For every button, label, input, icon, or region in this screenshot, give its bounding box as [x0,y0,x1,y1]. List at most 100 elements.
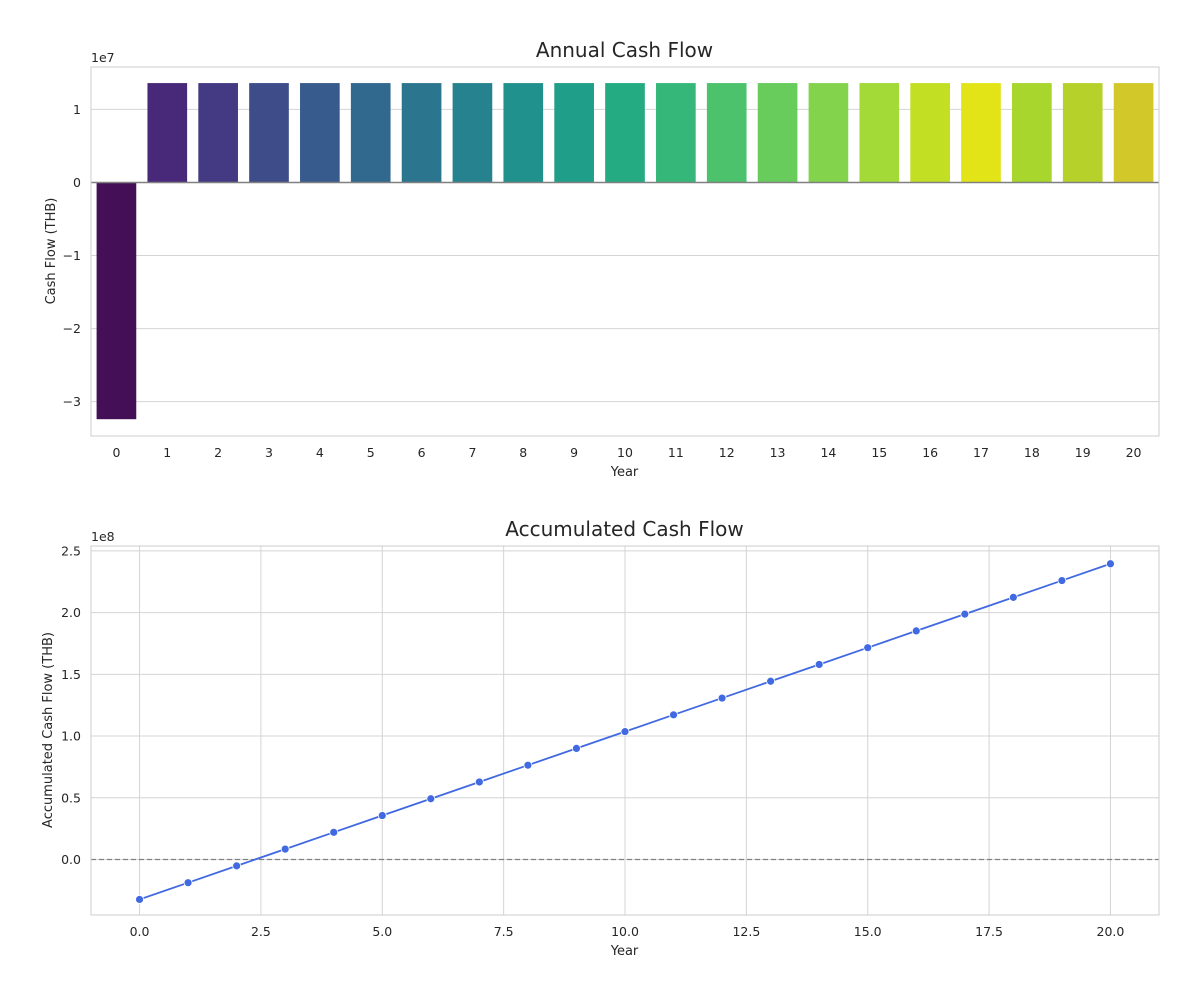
bar [249,83,289,183]
y-tick-labels: −3 −2 −1 0 1 [63,102,81,409]
bar [554,83,594,183]
x-tick-label: 5 [367,445,375,460]
data-point [135,895,144,904]
x-tick-label: 15 [871,445,887,460]
x-tick-label: 6 [418,445,426,460]
bar [706,83,747,183]
y-tick-labels: 0.0 0.5 1.0 1.5 2.0 2.5 [61,543,81,867]
bar [198,83,238,183]
bar [656,83,696,183]
data-point [280,844,290,854]
bar [147,83,188,183]
bar [300,83,340,183]
y-tick-label: 2.5 [61,543,81,558]
plot-frame [90,545,1160,916]
y-tick-label: 0.0 [61,852,81,867]
y-axis-label: Cash Flow (THB) [44,198,59,305]
bar [808,83,849,183]
x-tick-label: 5.0 [372,924,392,939]
x-tick-label: 9 [570,445,578,460]
x-tick-label: 14 [820,445,836,460]
x-tick-label: 17 [973,445,989,460]
data-point [183,878,193,888]
x-tick-label: 20 [1126,445,1142,460]
bar [910,83,950,183]
y-offset-label: 1e7 [91,50,115,65]
x-tick-label: 1 [163,445,171,460]
data-point [960,609,970,619]
data-point [232,861,242,871]
y-tick-label: 0 [73,175,81,190]
y-axis-label: Accumulated Cash Flow (THB) [41,632,56,828]
x-tick-label: 11 [668,445,684,460]
bar [605,83,645,183]
y-tick-label: −2 [63,321,81,336]
x-tick-label: 19 [1075,445,1091,460]
data-point [329,827,339,837]
accumulated-cash-flow-chart: Accumulated Cash Flow 1e8 0.0 0.5 1.0 1.5 2.… [41,517,1160,959]
bars [96,83,1154,420]
bar [1062,83,1103,183]
bar [757,83,798,183]
y-tick-label: −3 [63,394,81,409]
x-tick-label: 10 [617,445,633,460]
x-tick-label: 4 [316,445,324,460]
chart-title: Accumulated Cash Flow [505,517,744,541]
x-tick-label: 3 [265,445,273,460]
x-tick-label: 12 [719,445,735,460]
bar [1012,83,1052,183]
data-point [572,743,581,753]
bar [401,83,442,183]
x-tick-label: 7 [468,445,476,460]
data-point [766,676,776,686]
bar [350,83,391,183]
x-tick-label: 2.5 [251,924,271,939]
x-axis-label: Year [610,465,639,480]
bar [859,83,900,183]
data-point [1057,576,1067,585]
y-offset-label: 1e8 [91,529,115,544]
bar [503,83,544,183]
data-point [669,710,678,720]
y-tick-label: 0.5 [61,790,81,805]
data-point [911,626,921,636]
plot-frame [90,66,1160,437]
y-tick-label: 1 [73,102,81,117]
x-tick-label: 13 [770,445,786,460]
bar [1113,83,1154,183]
chart-title: Annual Cash Flow [536,38,713,62]
y-tick-label: 1.0 [61,729,81,744]
data-point [620,727,630,737]
x-tick-label: 10.0 [611,924,639,939]
data-point [863,643,873,653]
x-tick-label: 12.5 [732,924,760,939]
bar [452,83,493,183]
x-tick-label: 15.0 [854,924,882,939]
data-point [717,693,727,703]
bar [961,83,1001,183]
bar [96,182,137,420]
x-tick-label: 8 [519,445,527,460]
data-point [1008,592,1018,602]
x-tick-label: 17.5 [975,924,1003,939]
y-tick-label: 1.5 [61,667,81,682]
data-point [426,794,436,804]
data-point [814,660,824,669]
x-tick-label: 20.0 [1097,924,1125,939]
x-tick-label: 0.0 [130,924,150,939]
y-tick-label: 2.0 [61,605,81,620]
gridlines [91,546,1159,915]
x-tick-label: 2 [214,445,222,460]
x-tick-labels: 0.0 2.5 5.0 7.5 10.0 12.5 15.0 17.5 20.0 [130,924,1125,939]
y-tick-label: −1 [63,248,81,263]
data-point [474,777,484,787]
x-tick-label: 0 [112,445,120,460]
x-tick-label: 16 [922,445,938,460]
x-tick-labels: 0 1 2 3 4 5 6 7 8 9 10 11 12 13 14 15 16 17 18 19 20 [112,445,1141,460]
data-point [377,811,387,820]
data-point [1106,559,1115,569]
data-point [523,760,533,770]
x-axis-label: Year [610,944,639,959]
